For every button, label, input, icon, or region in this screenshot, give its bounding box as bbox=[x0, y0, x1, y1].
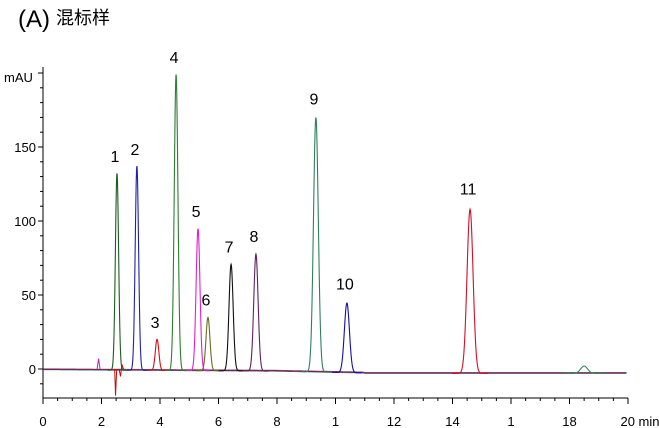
peak-label-2: 2 bbox=[130, 142, 139, 159]
y-axis-label: mAU bbox=[4, 70, 33, 85]
peak-label-4: 4 bbox=[170, 50, 179, 67]
peak-label-6: 6 bbox=[202, 293, 211, 310]
x-tick-label: 1 bbox=[332, 414, 339, 428]
y-tick-label: 0 bbox=[29, 362, 36, 377]
y-tick-label: 150 bbox=[14, 140, 36, 155]
x-tick-label: 12 bbox=[387, 414, 401, 428]
x-tick-label: 4 bbox=[156, 414, 163, 428]
x-tick-label: 14 bbox=[445, 414, 459, 428]
peak-9 bbox=[301, 117, 331, 373]
peak-3 bbox=[146, 338, 168, 372]
peak-7 bbox=[218, 262, 244, 372]
y-tick-label: 100 bbox=[14, 214, 36, 229]
peak-label-8: 8 bbox=[249, 229, 258, 246]
x-tick-label: 18 bbox=[562, 414, 576, 428]
x-tick-label: 0 bbox=[39, 414, 46, 428]
baseline-trace bbox=[43, 368, 627, 374]
peak-label-10: 10 bbox=[336, 276, 354, 293]
x-tick-label: 1 bbox=[507, 414, 514, 428]
peak-label-1: 1 bbox=[111, 149, 120, 166]
peak-minor bbox=[563, 365, 606, 374]
peak-label-5: 5 bbox=[192, 204, 201, 221]
artifact-peak bbox=[96, 358, 101, 370]
peak-label-11: 11 bbox=[460, 182, 477, 199]
peak-2 bbox=[126, 165, 148, 371]
peak-11 bbox=[451, 207, 489, 374]
peak-8 bbox=[242, 252, 269, 372]
peak-label-3: 3 bbox=[151, 315, 160, 332]
artifact-dip bbox=[114, 364, 124, 396]
figure-title: (A) 混标样 bbox=[18, 4, 110, 34]
x-tick-label: 20 min bbox=[620, 414, 659, 428]
y-tick-label: 50 bbox=[22, 288, 36, 303]
peak-label-9: 9 bbox=[309, 91, 318, 108]
x-tick-label: 8 bbox=[273, 414, 280, 428]
panel-label: (A) bbox=[18, 6, 50, 33]
peak-6 bbox=[196, 316, 220, 372]
peak-10 bbox=[331, 301, 362, 374]
peak-label-7: 7 bbox=[225, 239, 234, 256]
x-tick-label: 2 bbox=[98, 414, 105, 428]
x-tick-label: 6 bbox=[215, 414, 222, 428]
peak-4 bbox=[165, 74, 187, 372]
peak-5 bbox=[186, 228, 210, 372]
peak-1 bbox=[107, 173, 127, 371]
sample-name: 混标样 bbox=[56, 8, 110, 29]
